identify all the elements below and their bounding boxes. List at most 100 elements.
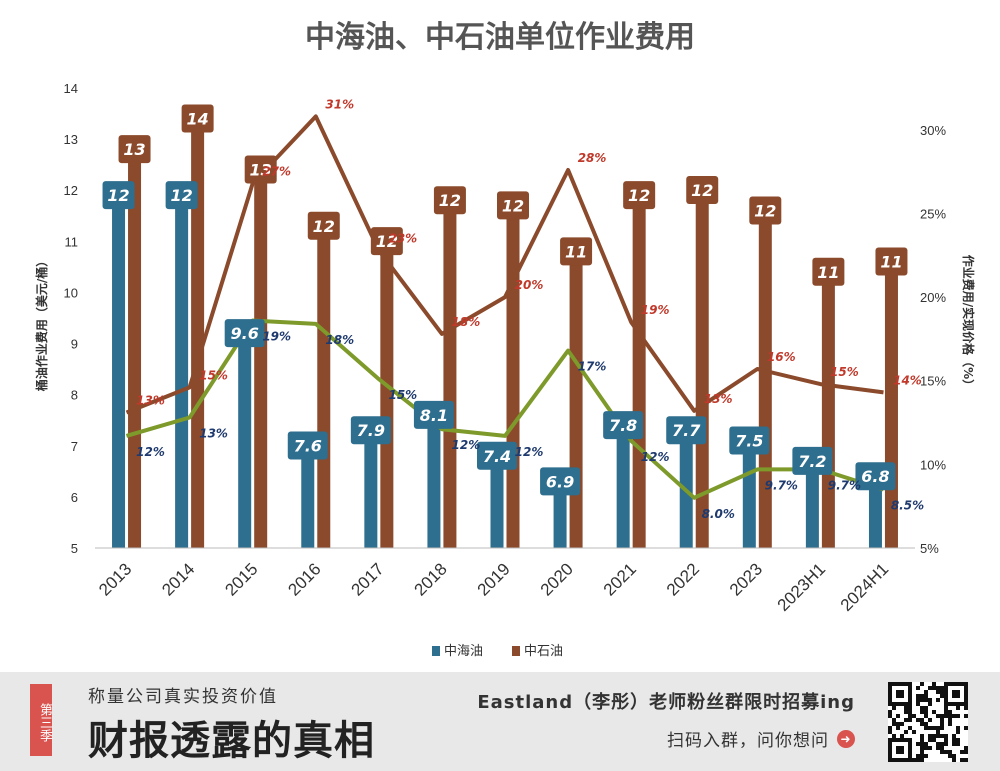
qr-module <box>940 690 944 694</box>
bar <box>805 450 819 548</box>
qr-module <box>944 738 948 742</box>
qr-module <box>940 686 944 690</box>
promo-banner[interactable]: 第三季 称量公司真实投资价值 财报透露的真相 Eastland（李彤）老师粉丝群… <box>0 672 1000 771</box>
x-tick-label: 2021 <box>600 559 640 599</box>
x-tick-label: 2022 <box>663 559 703 599</box>
bar-value-label: 12 <box>170 186 192 205</box>
qr-module <box>924 726 928 730</box>
qr-module <box>940 694 944 698</box>
legend: 中海油 中石油 <box>432 644 563 659</box>
line-value-label: 15% <box>830 365 859 379</box>
qr-module <box>956 706 960 710</box>
line-value-label: 16% <box>767 350 796 364</box>
line-value-label: 13% <box>136 394 165 408</box>
qr-module <box>924 706 928 710</box>
y-tick-right: 30% <box>920 123 946 138</box>
qr-module <box>932 710 936 714</box>
qr-module <box>952 754 956 758</box>
line-value-label: 12% <box>641 450 670 464</box>
qr-module <box>940 718 944 722</box>
bar-value-label: 6.8 <box>861 467 889 486</box>
bar-label-badge <box>497 191 529 220</box>
qr-module <box>940 742 944 746</box>
qr-module <box>952 734 956 738</box>
qr-module <box>896 746 904 754</box>
bar-label-badge <box>792 446 833 475</box>
qr-code-icon[interactable] <box>888 682 968 762</box>
bar <box>364 420 378 548</box>
arrow-right-circle-icon: ➜ <box>837 729 855 748</box>
chart-title: 中海油、中石油单位作业费用 <box>305 20 695 55</box>
bar <box>506 195 520 549</box>
bar <box>301 435 315 548</box>
y-tick-left: 13 <box>64 132 78 147</box>
qr-module <box>900 734 904 738</box>
qr-module <box>936 686 940 690</box>
qr-module <box>928 686 932 690</box>
qr-module <box>940 750 944 754</box>
x-tick-label: 2019 <box>474 559 514 599</box>
bar <box>128 139 142 548</box>
labels-layer: 12 12 9.6 7.6 7.9 8.1 7.4 6.9 7.8 7.7 7.5 7.2 6.8 13 1… <box>102 97 924 521</box>
bar <box>616 415 630 548</box>
line-value-label: 12% <box>136 445 165 459</box>
qr-module <box>888 730 892 734</box>
y-tick-left: 11 <box>65 234 79 249</box>
bar-label-badge <box>165 181 198 210</box>
bar-label-badge <box>118 135 151 164</box>
y-tick-right: 15% <box>920 374 946 389</box>
bar <box>490 445 504 548</box>
x-tick-label: 2014 <box>158 559 198 599</box>
qr-module <box>952 758 956 762</box>
qr-module <box>908 718 912 722</box>
qr-module <box>936 698 940 702</box>
y-tick-left: 5 <box>71 541 78 556</box>
qr-module <box>892 722 896 726</box>
qr-module <box>936 742 940 746</box>
bar <box>679 420 693 548</box>
qr-module <box>952 690 960 698</box>
qr-module <box>964 714 968 718</box>
qr-module <box>932 682 936 686</box>
qr-module <box>908 726 912 730</box>
qr-module <box>940 722 944 726</box>
qr-module <box>924 690 928 694</box>
bar <box>569 241 583 549</box>
qr-module <box>940 734 944 738</box>
line-value-label: 28% <box>578 151 607 165</box>
bar-label-badge <box>540 467 581 496</box>
line-value-label: 8.0% <box>702 507 735 521</box>
qr-module <box>944 742 948 746</box>
qr-module <box>952 714 956 718</box>
qr-module <box>952 738 956 742</box>
qr-module <box>936 714 940 718</box>
line-value-label: 8.5% <box>891 498 924 512</box>
qr-module <box>956 726 960 730</box>
bar <box>380 231 394 548</box>
qr-module <box>936 730 940 734</box>
qr-module <box>936 734 940 738</box>
qr-module <box>956 738 960 742</box>
qr-module <box>960 750 964 754</box>
qr-module <box>888 726 892 730</box>
line-value-label: 13% <box>199 427 228 441</box>
qr-module <box>932 726 936 730</box>
cta-link[interactable]: 扫码入群，问你想问 ➜ <box>667 726 855 751</box>
line-value-label: 13% <box>704 392 733 406</box>
bar <box>112 185 126 548</box>
qr-module <box>892 734 896 738</box>
chart-svg: 中海油、中石油单位作业费用 12 12 9.6 7.6 7.9 8.1 7.4 6.9 7.8 7… <box>34 20 976 659</box>
qr-module <box>908 714 912 718</box>
bar-label-badge <box>181 104 214 133</box>
y-tick-left: 8 <box>71 388 78 403</box>
qr-module <box>928 738 932 742</box>
qr-module <box>920 750 924 754</box>
bar <box>238 323 252 548</box>
qr-module <box>940 746 944 750</box>
bar-label-badge <box>224 319 265 348</box>
qr-module <box>944 706 948 710</box>
bar-label-badge <box>666 416 707 445</box>
bar-label-badge <box>307 211 340 240</box>
qr-module <box>964 706 968 710</box>
x-tick-label: 2017 <box>347 559 387 599</box>
